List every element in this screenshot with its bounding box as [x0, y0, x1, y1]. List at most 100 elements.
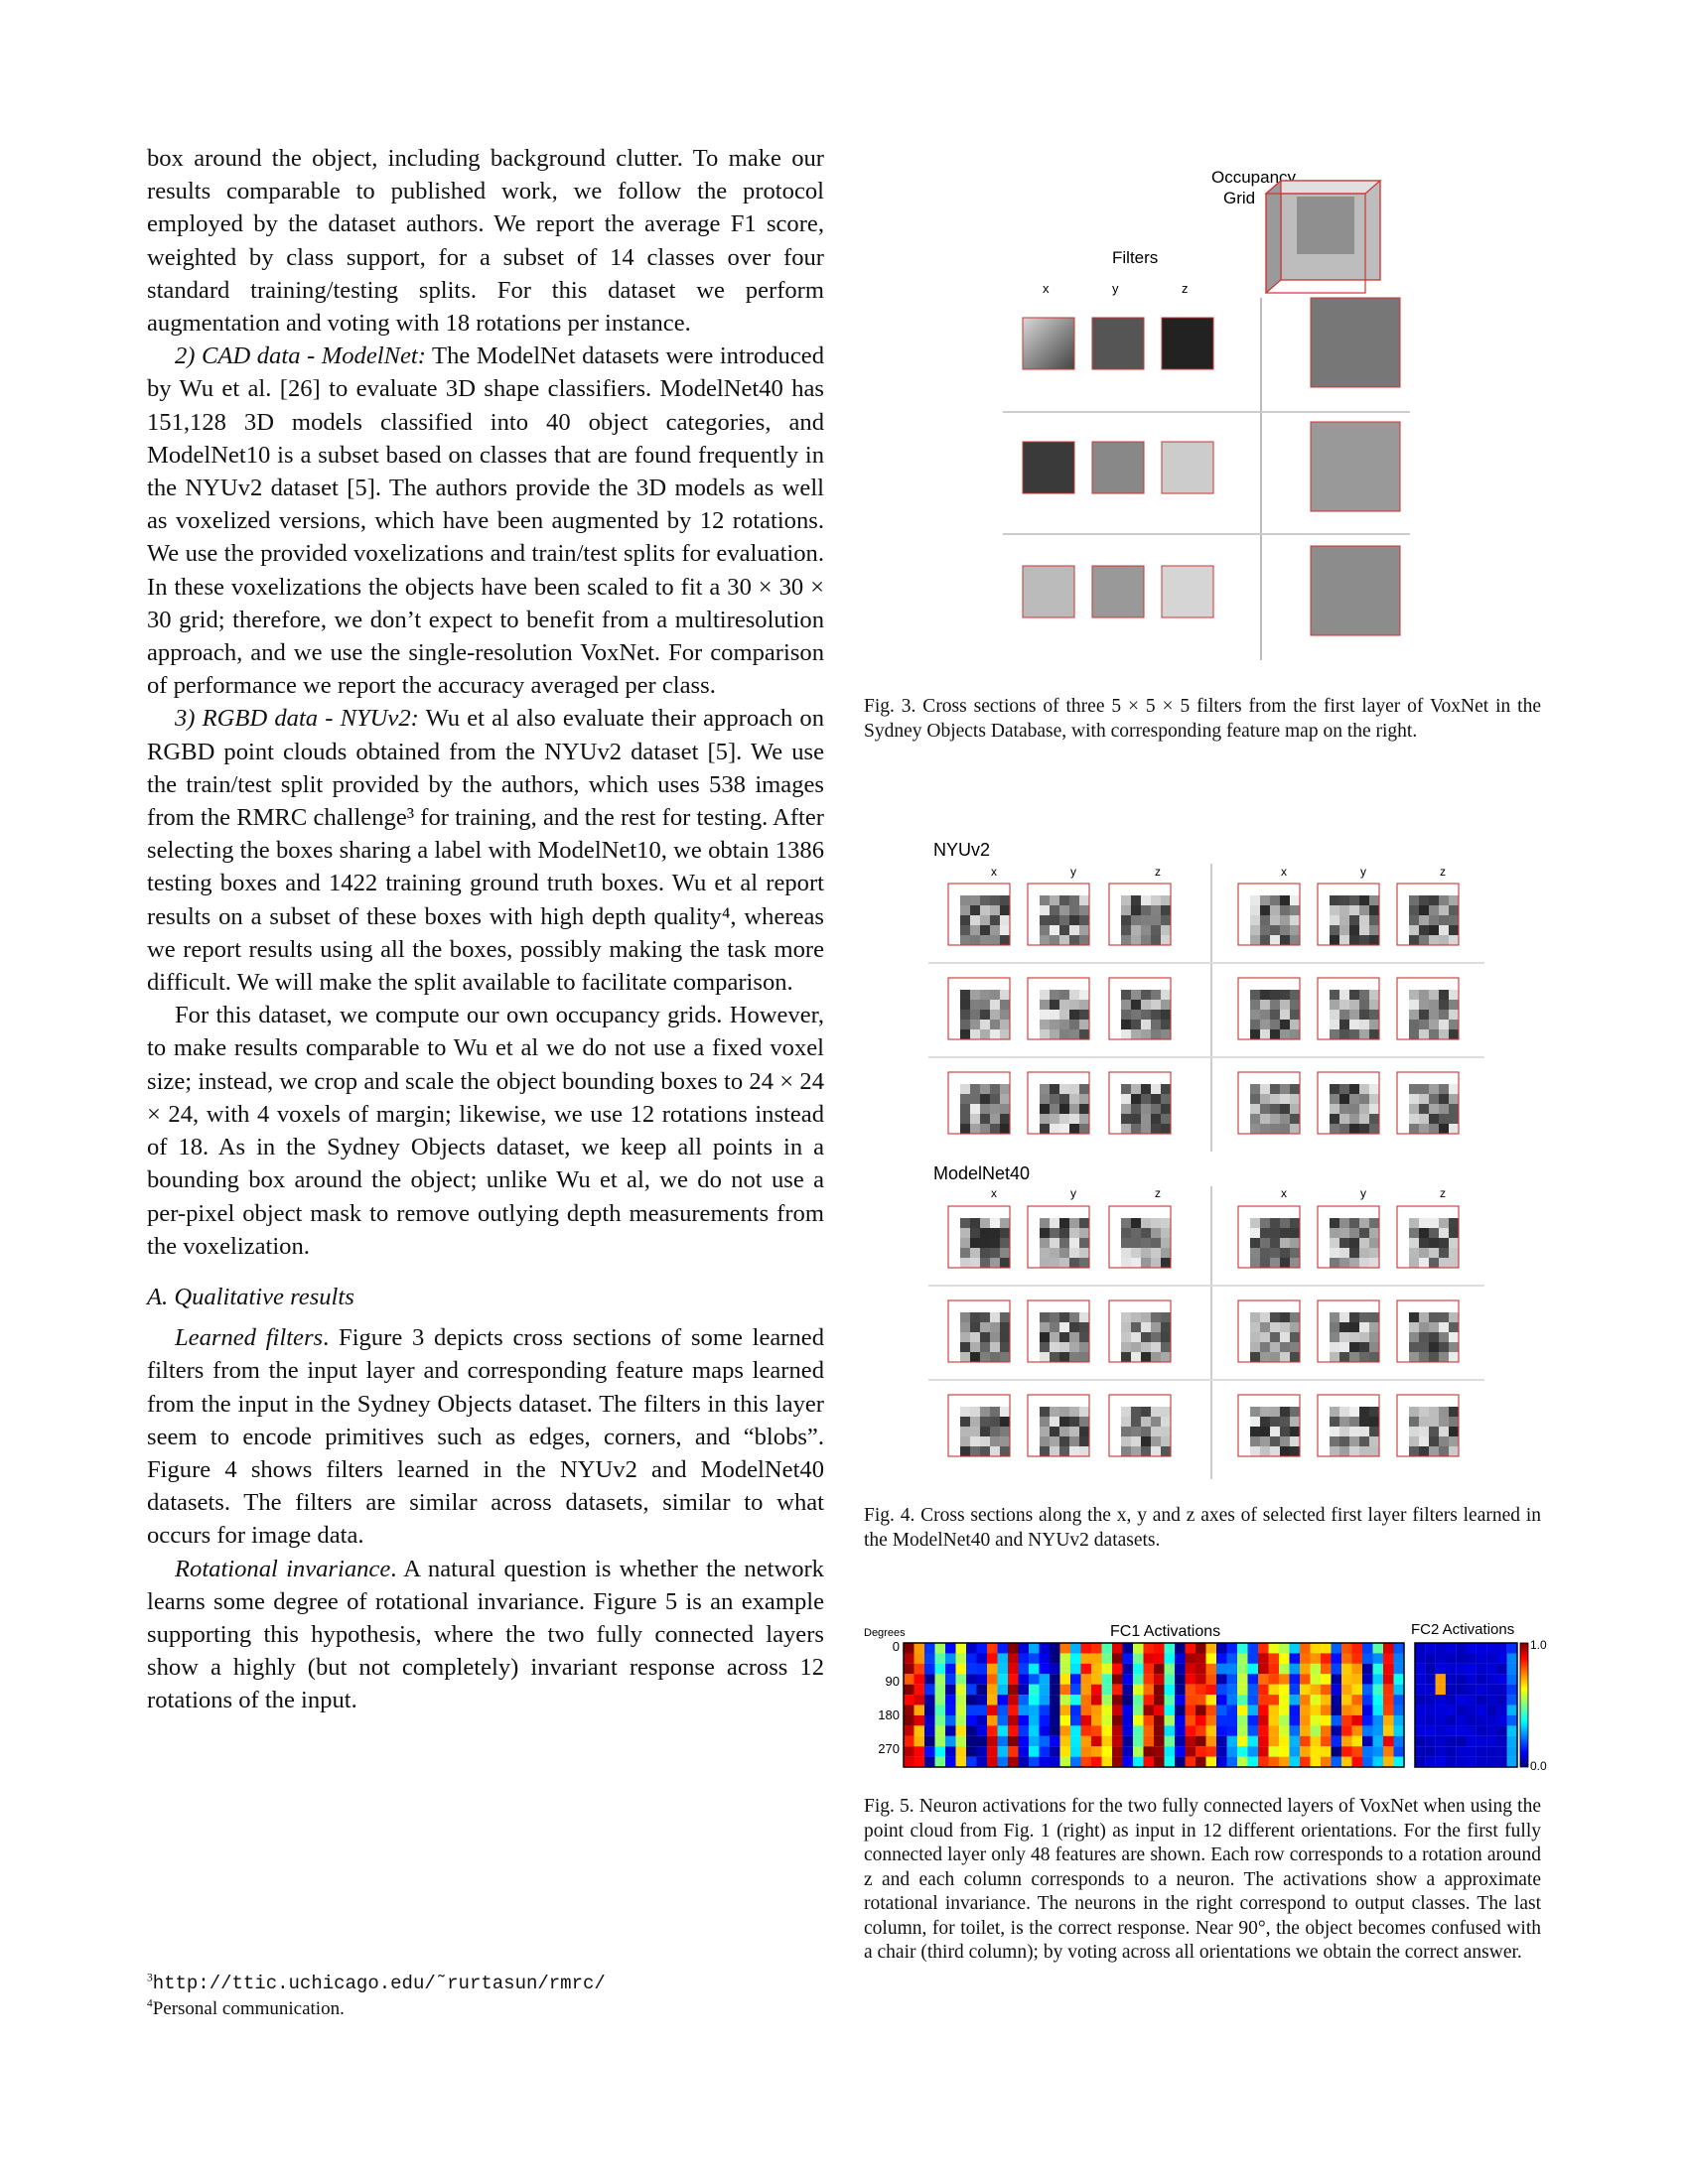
fc1-cell	[1080, 1725, 1092, 1736]
fc2-cell	[1445, 1756, 1457, 1768]
fc1-cell	[1300, 1735, 1311, 1747]
fc1-cell	[1070, 1695, 1081, 1706]
fc1-cell	[987, 1674, 998, 1685]
fc1-cell	[1310, 1746, 1322, 1757]
fc1-cell	[1393, 1674, 1405, 1685]
fc1-heatmap	[904, 1643, 1405, 1768]
fc1-cell	[966, 1735, 977, 1747]
fc1-cell	[1237, 1653, 1248, 1664]
fc1-cell	[904, 1674, 914, 1685]
fc1-cell	[1143, 1643, 1155, 1654]
fc1-cell	[1018, 1653, 1030, 1664]
fc2-cell	[1456, 1684, 1467, 1696]
paragraph-rotational-invariance: Rotational invariance. A natural questio…	[147, 1553, 824, 1717]
fc1-cell	[1383, 1695, 1394, 1706]
fc2-cell	[1456, 1746, 1467, 1757]
fc1-cell	[1362, 1714, 1373, 1726]
fc2-cell	[1425, 1714, 1436, 1726]
fc2-cell	[1466, 1735, 1477, 1747]
fc1-cell	[1185, 1643, 1196, 1654]
fc1-cell	[1279, 1746, 1290, 1757]
fc1-cell	[1237, 1756, 1248, 1768]
fig4-filter-cube	[1237, 977, 1301, 1040]
footnotes: 3http://ttic.uchicago.edu/˜rurtasun/rmrc…	[147, 1971, 824, 2022]
fig4-filter-cube	[1108, 977, 1172, 1040]
fc2-cell	[1425, 1746, 1436, 1757]
fc2-cell	[1506, 1643, 1518, 1654]
fc1-cell	[1258, 1725, 1269, 1736]
fc1-cell	[1289, 1695, 1301, 1706]
fc1-cell	[1050, 1643, 1060, 1654]
fc1-cell	[1258, 1653, 1269, 1664]
fc1-cell	[1237, 1684, 1248, 1696]
fc1-cell	[1101, 1674, 1113, 1685]
fc1-cell	[976, 1653, 988, 1664]
fc1-cell	[1372, 1643, 1384, 1654]
fc1-cell	[1029, 1735, 1040, 1747]
fc1-cell	[955, 1756, 967, 1768]
fig5-colorbar-max: 1.0	[1530, 1638, 1547, 1652]
fc2-cell	[1435, 1725, 1446, 1736]
fc1-cell	[1362, 1684, 1373, 1696]
fc1-cell	[1351, 1653, 1363, 1664]
fc1-cell	[1196, 1674, 1206, 1685]
fc1-cell	[976, 1643, 988, 1654]
fig4-axis-labels: x y z x y z x y z x y z	[991, 865, 1446, 1200]
fc1-cell	[1300, 1684, 1311, 1696]
fig4-nyu-label: NYUv2	[933, 840, 990, 860]
fc2-cell	[1486, 1725, 1497, 1736]
fc1-cell	[1050, 1725, 1060, 1736]
fc1-cell	[1050, 1663, 1060, 1675]
fc2-cell	[1415, 1756, 1426, 1768]
fc1-cell	[955, 1663, 967, 1675]
fc1-cell	[1205, 1735, 1217, 1747]
fc1-cell	[1331, 1653, 1342, 1664]
fc1-cell	[1216, 1714, 1227, 1726]
fc1-cell	[1122, 1674, 1134, 1685]
fc1-cell	[1341, 1653, 1352, 1664]
fc1-cell	[987, 1643, 998, 1654]
fc1-cell	[1268, 1684, 1280, 1696]
fc1-cell	[1321, 1663, 1332, 1675]
fc1-cell	[1154, 1714, 1165, 1726]
fc1-cell	[1029, 1653, 1040, 1664]
fc2-cell	[1445, 1674, 1457, 1685]
fig4-filter-cube	[1396, 1205, 1460, 1269]
paragraph-occupancy: For this dataset, we compute our own occ…	[147, 1002, 824, 1260]
fc1-cell	[1143, 1746, 1155, 1757]
fc1-cell	[997, 1643, 1009, 1654]
fc1-cell	[1383, 1756, 1394, 1768]
fc1-cell	[1258, 1684, 1269, 1696]
fc2-cell	[1445, 1643, 1457, 1654]
fc1-cell	[1101, 1705, 1113, 1716]
fc1-cell	[904, 1643, 914, 1654]
fc1-cell	[1258, 1674, 1269, 1685]
fc1-cell	[904, 1714, 914, 1726]
fc1-cell	[1143, 1714, 1155, 1726]
fig5-caption: Fig. 5. Neuron activations for the two f…	[864, 1796, 1541, 1963]
fc1-cell	[1154, 1684, 1165, 1696]
fc1-cell	[1258, 1746, 1269, 1757]
fc1-cell	[1226, 1653, 1238, 1664]
fc2-cell	[1466, 1714, 1477, 1726]
fc1-cell	[1185, 1705, 1196, 1716]
fc2-cell	[1496, 1643, 1507, 1654]
footnote-4-mark: 4	[147, 1997, 153, 2010]
fc1-cell	[1247, 1705, 1259, 1716]
fc1-cell	[934, 1725, 946, 1736]
paragraph-learned-filters: Learned filters. Figure 3 depicts cross …	[147, 1321, 824, 1552]
fc1-cell	[1070, 1714, 1081, 1726]
fc1-cell	[1039, 1674, 1051, 1685]
footnote-3-link[interactable]: http://ttic.uchicago.edu/˜rurtasun/rmrc/	[152, 1973, 606, 1994]
fc1-cell	[1279, 1725, 1290, 1736]
fc1-cell	[934, 1684, 946, 1696]
fc1-cell	[1393, 1684, 1405, 1696]
fc1-cell	[1216, 1653, 1227, 1664]
fc1-cell	[955, 1735, 967, 1747]
fc1-cell	[934, 1735, 946, 1747]
fc1-cell	[1258, 1756, 1269, 1768]
fc1-cell	[1091, 1714, 1102, 1726]
fc2-cell	[1435, 1674, 1446, 1685]
fig4-filter-cube	[1027, 1205, 1090, 1269]
fc2-cell	[1445, 1746, 1457, 1757]
